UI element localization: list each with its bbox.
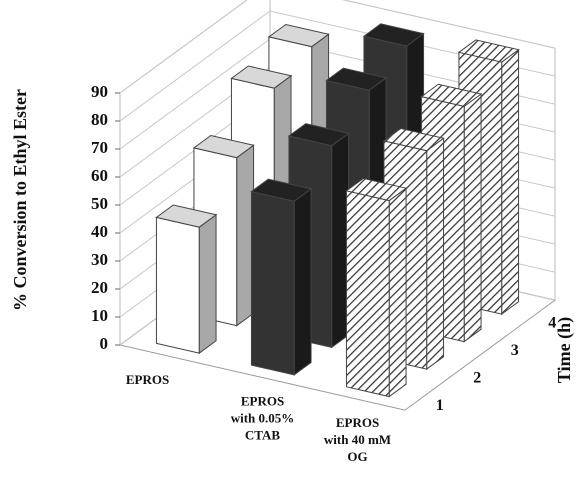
depth-tick-label: 3 (511, 342, 519, 359)
depth-tick-label: 1 (436, 397, 444, 414)
bar-top (325, 67, 388, 91)
category-label: EPROS (126, 372, 169, 387)
bar-front (250, 190, 295, 376)
y-tick-label: 20 (91, 278, 108, 297)
y-tick-label: 80 (91, 110, 108, 129)
category-label: with 40 mM (324, 432, 391, 447)
category-label: EPROS (241, 394, 284, 409)
y-axis-title: % Conversion to Ethyl Ester (10, 89, 30, 311)
bar-top (345, 177, 408, 202)
bar-side (426, 137, 445, 371)
bar (250, 178, 313, 376)
bar-top (457, 39, 520, 63)
y-tick-label: 10 (91, 306, 108, 325)
bar-top (420, 83, 483, 107)
category-label: with 0.05% (231, 411, 295, 426)
y-tick-label: 70 (91, 138, 108, 157)
bar-side (198, 213, 217, 355)
y-tick-label: 30 (91, 250, 108, 269)
bar-side (501, 48, 520, 316)
bar-top (382, 127, 445, 152)
bar-side (293, 187, 312, 376)
y-tick-label: 40 (91, 222, 108, 241)
bar (155, 204, 218, 355)
y-tick-label: 60 (91, 166, 108, 185)
y-tick-label: 90 (91, 82, 108, 101)
bar-top (267, 23, 330, 48)
bar-front (345, 190, 390, 398)
bar-top (362, 23, 425, 47)
bar-top (192, 134, 255, 159)
bar-top (230, 65, 293, 89)
category-label: EPROS (336, 415, 379, 430)
y-tick-label: 50 (91, 194, 108, 213)
category-label: CTAB (245, 428, 280, 443)
bar-front (155, 216, 200, 354)
bar-side (388, 187, 407, 398)
y-tick-label: 0 (100, 334, 109, 353)
bar-top (250, 178, 313, 202)
bar-top (287, 123, 350, 147)
depth-tick-label: 4 (548, 315, 556, 332)
depth-tick-label: 2 (473, 370, 481, 387)
bar-top (155, 204, 218, 228)
depth-axis-title: Time (h) (554, 317, 575, 383)
category-label: OG (347, 449, 367, 464)
bar (345, 177, 408, 398)
bar-side (463, 93, 482, 343)
grid-line (119, 0, 556, 94)
